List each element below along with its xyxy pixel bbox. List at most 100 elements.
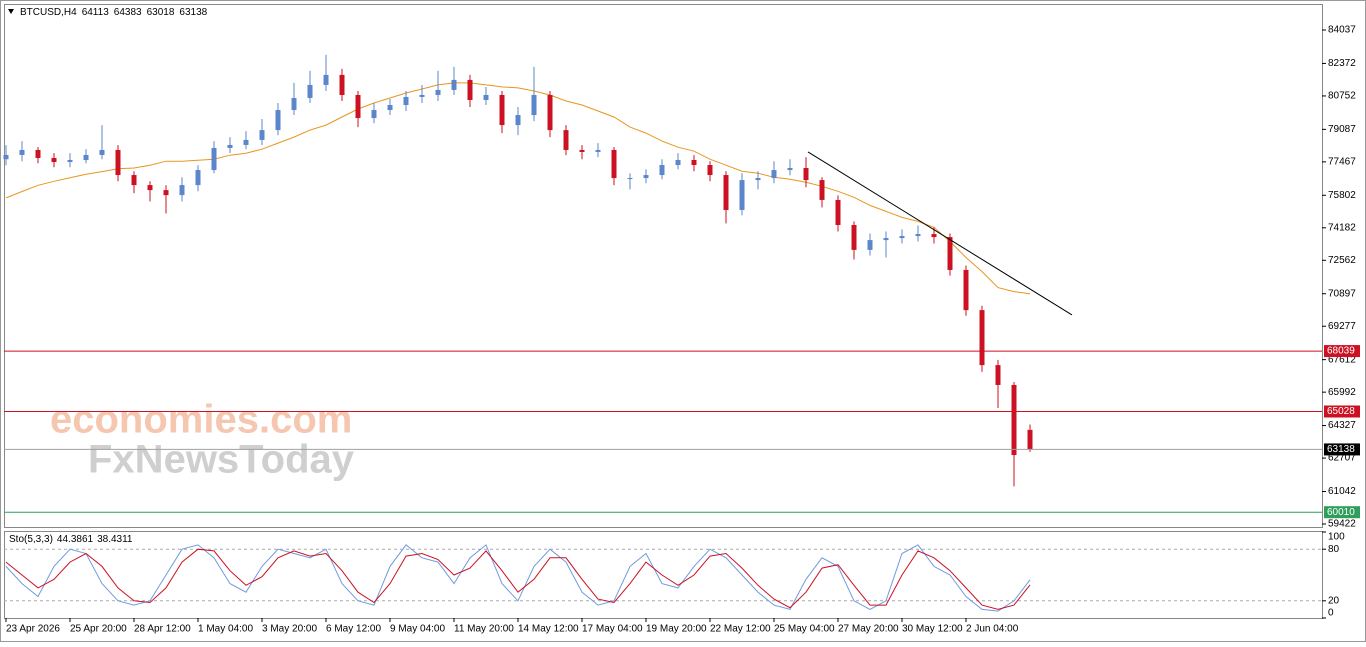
indicator-y-tick-label: 0 [1328, 608, 1334, 619]
level-label: 60010 [1327, 507, 1355, 518]
candle-body [531, 94, 537, 116]
candle-body [963, 269, 969, 311]
x-tick-label: 25 May 04:00 [774, 624, 835, 635]
y-tick-label: 69277 [1328, 321, 1356, 332]
x-tick-label: 6 May 12:00 [326, 624, 381, 635]
level-label: 63138 [1327, 444, 1355, 455]
candle-body [691, 159, 697, 166]
y-tick-label: 72562 [1328, 255, 1356, 266]
candle-body [371, 110, 377, 119]
y-tick-label: 79087 [1328, 124, 1356, 135]
candle-body [403, 96, 409, 106]
candle-body [19, 149, 25, 155]
candle-body [355, 94, 361, 119]
candle-body [1011, 384, 1017, 456]
candle-body [179, 185, 185, 196]
candle-body [931, 234, 937, 238]
x-tick-label: 28 Apr 12:00 [134, 624, 191, 635]
candle-body [259, 130, 265, 140]
candle-body [883, 238, 889, 241]
candle-body [947, 237, 953, 270]
main-panel [4, 4, 1323, 528]
header-field: 63138 [179, 7, 207, 18]
level-box [1324, 405, 1360, 418]
x-tick-label: 17 May 04:00 [582, 624, 643, 635]
candle-body [643, 175, 649, 179]
candle-body [35, 149, 41, 158]
candle-body [67, 159, 73, 163]
candle-body [115, 149, 121, 176]
candle-body [899, 236, 905, 239]
indicator-field: 38.4311 [97, 534, 133, 545]
candle-body [499, 94, 505, 126]
header-field: 63018 [147, 7, 175, 18]
candle-body [307, 84, 313, 98]
indicator-title: Sto(5,3,3) 44.3861 38.4311 [9, 534, 133, 545]
y-tick-label: 70897 [1328, 288, 1356, 299]
candle-body [339, 74, 345, 95]
candle-body [547, 94, 553, 131]
candle-body [99, 149, 105, 155]
candle-body [467, 79, 473, 100]
candle-body [147, 185, 153, 191]
x-tick-label: 25 Apr 20:00 [70, 624, 127, 635]
candle-body [915, 234, 921, 237]
stochastic-line [5, 548, 1031, 610]
indicator-field: Sto(5,3,3) [9, 534, 53, 545]
candle-body [291, 97, 297, 111]
moving-average [5, 82, 1031, 295]
candle-body [979, 310, 985, 366]
candle-body [579, 149, 585, 152]
header-arrow [8, 9, 14, 14]
header-field: 64113 [82, 7, 110, 18]
candle-body [723, 175, 729, 210]
candle-body [563, 130, 569, 150]
candle-body [195, 170, 201, 186]
x-tick-label: 27 May 20:00 [838, 624, 899, 635]
indicator-y-tick-label: 20 [1328, 595, 1340, 606]
candle-body [131, 175, 137, 186]
candle-body [243, 139, 249, 145]
candle-body [1027, 429, 1033, 450]
y-tick-label: 77467 [1328, 157, 1356, 168]
x-tick-label: 22 May 12:00 [710, 624, 771, 635]
candle-body [707, 165, 713, 176]
candle-body [163, 190, 169, 196]
level-box [1324, 443, 1360, 456]
x-tick-label: 3 May 20:00 [262, 624, 317, 635]
candle-body [323, 74, 329, 85]
x-tick-label: 1 May 04:00 [198, 624, 253, 635]
candle-body [803, 168, 809, 181]
y-tick-label: 64327 [1328, 420, 1356, 431]
y-tick-label: 61042 [1328, 486, 1356, 497]
candle-body [755, 178, 761, 181]
watermark: FxNewsToday [88, 438, 355, 482]
x-tick-label: 23 Apr 2026 [6, 624, 60, 635]
candle-body [739, 180, 745, 210]
candle-body [275, 110, 281, 131]
indicator-panel [4, 531, 1323, 619]
y-tick-label: 84037 [1328, 25, 1356, 36]
indicator-y-tick-label: 80 [1328, 544, 1340, 555]
y-tick-label: 75802 [1328, 190, 1356, 201]
header: BTCUSD,H4 64113 64383 63018 63138 [20, 7, 208, 18]
candle-body [787, 168, 793, 171]
candle-body [835, 199, 841, 226]
level-box [1324, 506, 1360, 519]
x-tick-label: 9 May 04:00 [390, 624, 445, 635]
candle-body [771, 170, 777, 179]
candle-body [995, 365, 1001, 385]
candle-body [851, 225, 857, 250]
candle-body [387, 105, 393, 111]
level-label: 68039 [1327, 346, 1355, 357]
indicator-field: 44.3861 [57, 534, 94, 545]
candle-body [419, 94, 425, 97]
x-tick-label: 19 May 20:00 [646, 624, 707, 635]
y-tick-label: 74182 [1328, 222, 1356, 233]
y-tick-label: 62707 [1328, 453, 1356, 464]
y-tick-label: 80752 [1328, 91, 1356, 102]
candle-body [867, 240, 873, 250]
